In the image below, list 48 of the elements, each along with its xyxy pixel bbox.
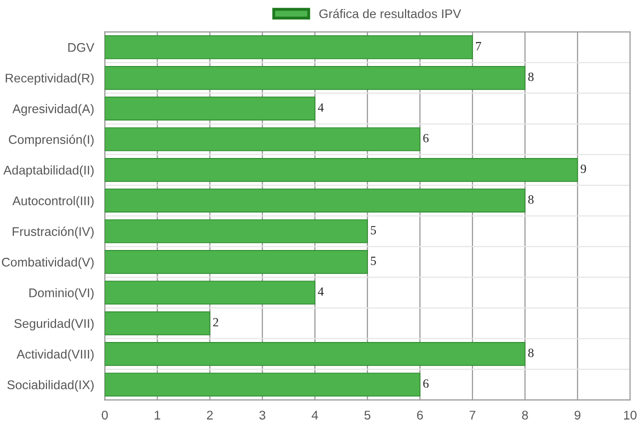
data-label: 2 <box>213 318 218 326</box>
data-label: 8 <box>528 72 534 82</box>
x-tick-label: 7 <box>470 410 476 420</box>
bar <box>104 66 526 90</box>
x-tick-label: 4 <box>312 410 318 420</box>
y-tick-label: Combatividad(V) <box>2 257 94 270</box>
y-tick-label: Dominio(VI) <box>29 288 94 300</box>
data-label: 4 <box>318 103 324 112</box>
data-label: 6 <box>423 379 429 388</box>
x-tick-label: 5 <box>364 410 370 420</box>
y-tick-label: Receptividad(R) <box>6 73 94 86</box>
x-tick-label: 3 <box>259 410 266 420</box>
y-tick-label: Adaptabilidad(II) <box>3 165 94 178</box>
x-tick-label: 0 <box>102 410 108 420</box>
data-label: 5 <box>370 256 376 266</box>
x-tick-label: 10 <box>624 410 637 420</box>
bar <box>104 342 526 366</box>
x-tick-label: 6 <box>417 410 423 420</box>
data-label: 4 <box>318 287 324 296</box>
data-label: 6 <box>423 134 429 142</box>
y-tick-label: Actividad(VIII) <box>16 349 94 362</box>
y-tick-label: Agresividad(A) <box>12 104 94 116</box>
x-tick-label: 2 <box>207 410 213 420</box>
bar <box>104 35 473 60</box>
data-label: 8 <box>528 195 534 204</box>
data-label: 7 <box>476 42 482 50</box>
y-tick-label: Frustración(IV) <box>12 226 94 238</box>
bar <box>104 311 210 336</box>
legend-label: Gráfica de resultados IPV <box>319 8 462 18</box>
bar <box>104 158 578 182</box>
x-tick-label: 1 <box>154 410 160 420</box>
bar <box>104 96 316 120</box>
x-tick-label: 8 <box>522 410 528 420</box>
y-tick-label: DGV <box>68 43 94 52</box>
y-tick-label: Seguridad(VII) <box>14 318 94 330</box>
bar <box>104 219 368 244</box>
data-label: 5 <box>370 226 376 234</box>
data-label: 8 <box>528 348 534 358</box>
bar <box>104 188 526 213</box>
y-tick-label: Autocontrol(III) <box>12 196 94 208</box>
y-tick-label: Comprensión(I) <box>8 134 94 146</box>
bar <box>104 127 420 152</box>
bar <box>104 250 368 274</box>
x-tick-label: 9 <box>574 410 580 420</box>
bar <box>104 280 316 305</box>
bar <box>104 372 420 397</box>
data-label: 9 <box>580 164 586 174</box>
y-tick-label: Sociabilidad(IX) <box>7 380 94 392</box>
